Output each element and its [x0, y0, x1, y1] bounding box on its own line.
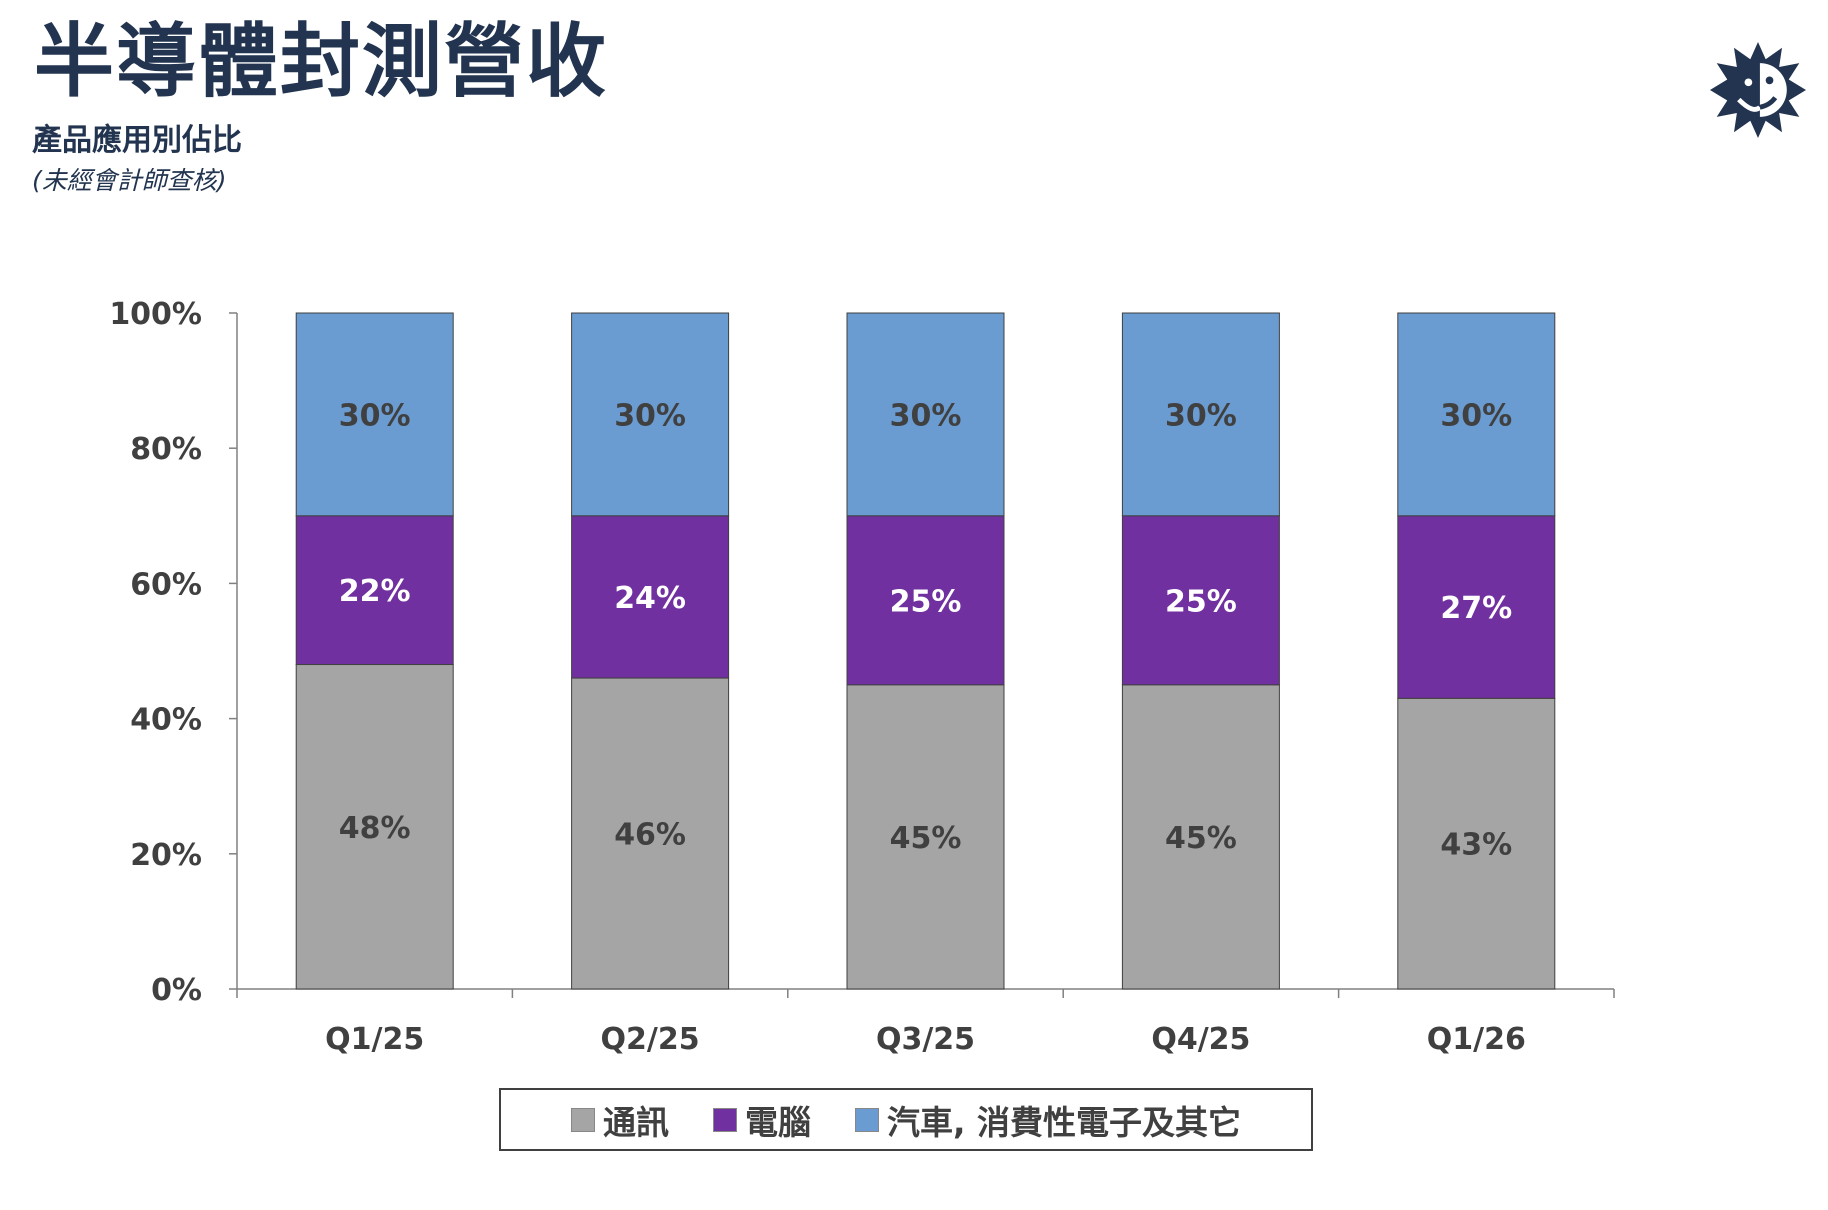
sun-rays	[1710, 42, 1806, 138]
data-label: 30%	[1165, 398, 1237, 433]
data-label: 27%	[1440, 591, 1512, 626]
stacked-bar-chart: 0% 20% 40% 60% 80% 100% 48% 22% 30% Q1/25 46% 24% 30…	[109, 297, 1615, 1057]
data-label: 25%	[1165, 584, 1237, 619]
legend-swatch	[854, 1107, 879, 1132]
legend-swatch	[712, 1107, 737, 1132]
data-label: 30%	[339, 398, 411, 433]
x-tick-label: Q1/26	[1427, 1022, 1526, 1057]
unaudited-note: (未經會計師查核)	[32, 166, 227, 195]
y-tick-label: 20%	[130, 838, 202, 873]
data-label: 30%	[1440, 398, 1512, 433]
y-tick-label: 80%	[130, 432, 202, 467]
legend-label: 汽車, 消費性電子及其它	[886, 1102, 1242, 1142]
legend-swatch	[570, 1107, 595, 1132]
bar-segment	[1397, 697, 1556, 990]
bar-segment	[295, 312, 454, 517]
data-label: 30%	[890, 398, 962, 433]
legend-label: 電腦	[744, 1102, 811, 1142]
bar-segment	[846, 515, 1005, 686]
data-label: 24%	[614, 581, 686, 616]
data-label: 30%	[614, 398, 686, 433]
data-label: 48%	[339, 811, 411, 846]
bar-segment	[571, 677, 730, 990]
legend-item: 電腦	[712, 1096, 811, 1144]
sun-face-logo-icon	[1710, 42, 1806, 138]
page-title: 半導體封測營收	[34, 15, 608, 108]
bar-segment	[295, 515, 454, 666]
x-tick-label: Q2/25	[601, 1022, 700, 1057]
legend-label: 通訊	[602, 1102, 669, 1142]
data-label: 43%	[1440, 828, 1512, 863]
y-tick-label: 40%	[130, 703, 202, 738]
data-label: 46%	[614, 818, 686, 853]
page-subtitle: 產品應用別佔比	[32, 123, 242, 158]
y-tick-label: 60%	[130, 567, 202, 602]
legend-item: 通訊	[570, 1096, 669, 1144]
bar-segment	[1397, 515, 1556, 699]
x-tick-label: Q4/25	[1151, 1022, 1250, 1057]
bar-segment	[295, 664, 454, 990]
bar-segment	[1121, 684, 1280, 990]
legend-item: 汽車, 消費性電子及其它	[854, 1096, 1242, 1144]
x-tick-label: Q3/25	[876, 1022, 975, 1057]
x-tick-label: Q1/25	[325, 1022, 424, 1057]
bar-segment	[571, 312, 730, 517]
bar-segment	[1121, 515, 1280, 686]
chart-legend: 通訊 電腦 汽車, 消費性電子及其它	[499, 1088, 1313, 1151]
y-tick-label: 100%	[109, 297, 202, 332]
data-label: 45%	[1165, 821, 1237, 856]
bar-segment	[846, 312, 1005, 517]
bar-segment	[571, 515, 730, 679]
data-label: 25%	[890, 584, 962, 619]
bar-segment	[1121, 312, 1280, 517]
bar-segment	[1397, 312, 1556, 517]
y-tick-label: 0%	[151, 973, 202, 1008]
data-label: 45%	[890, 821, 962, 856]
data-label: 22%	[339, 574, 411, 609]
